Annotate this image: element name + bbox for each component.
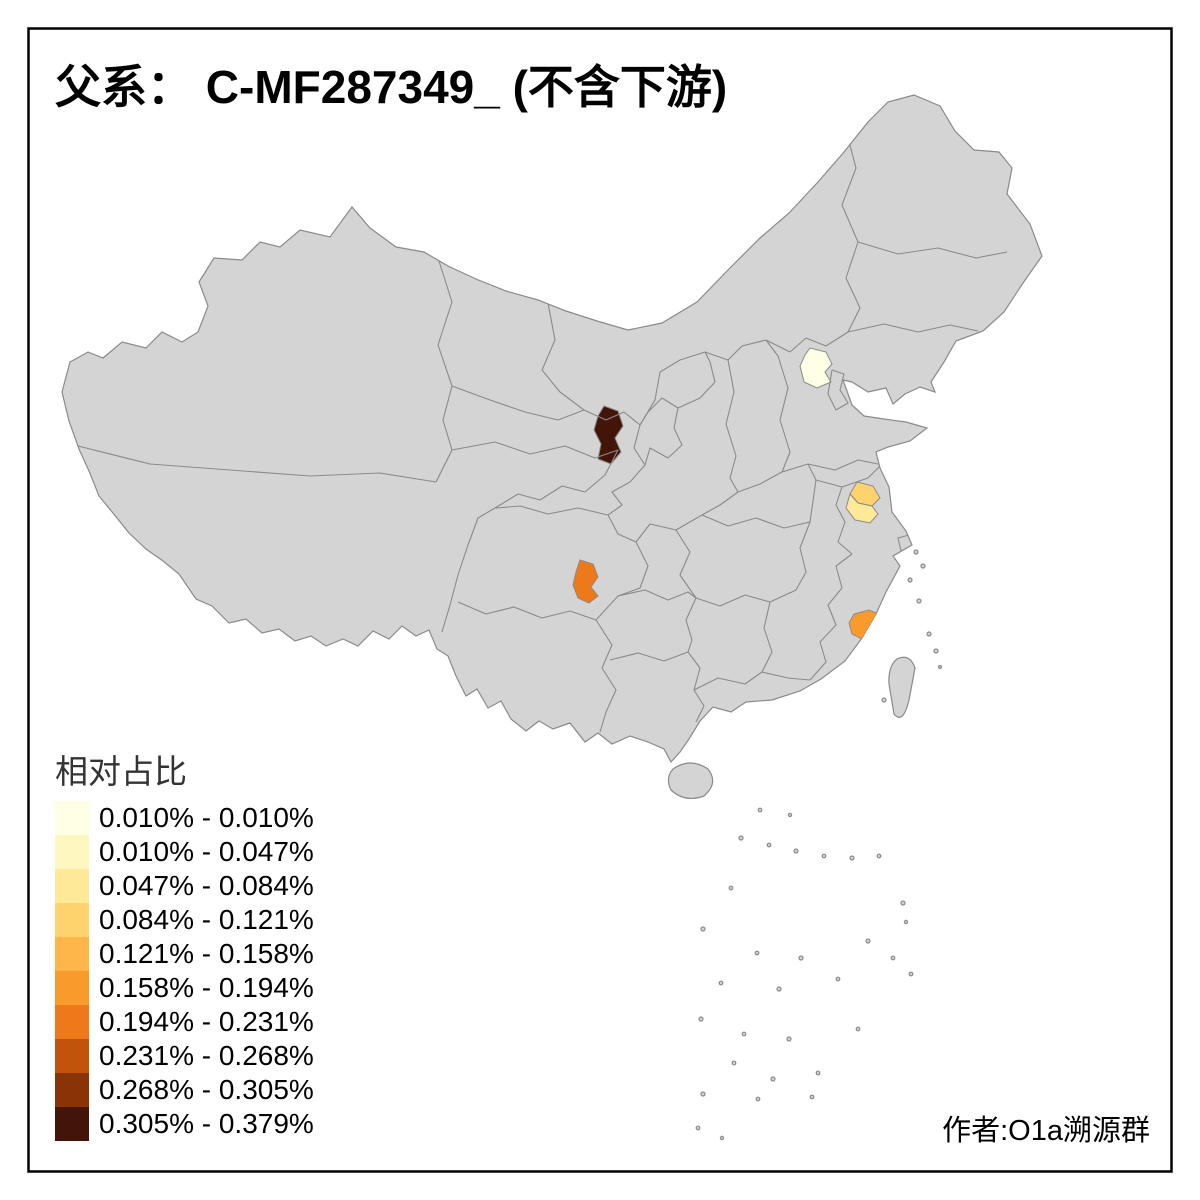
legend-label: 0.305% - 0.379% xyxy=(99,1108,314,1139)
legend-item: 0.194% - 0.231% xyxy=(55,1005,314,1039)
province-borders xyxy=(77,129,1008,733)
legend-item: 0.158% - 0.194% xyxy=(55,971,314,1005)
page-border xyxy=(27,27,1173,1173)
legend-item: 0.305% - 0.379% xyxy=(55,1107,314,1141)
legend-swatch xyxy=(55,937,89,971)
legend-item: 0.121% - 0.158% xyxy=(55,937,314,971)
attribution: 作者:O1a溯源群 xyxy=(942,1114,1150,1147)
taiwan-island xyxy=(888,656,916,718)
region-jiangsu-lower xyxy=(845,492,879,524)
legend-label: 0.010% - 0.010% xyxy=(99,802,314,833)
legend-swatch xyxy=(55,835,89,869)
map-title: 父系： C-MF287349_ (不含下游) xyxy=(55,61,727,113)
legend: 相对占比 0.010% - 0.010% 0.010% - 0.047% 0.0… xyxy=(55,753,314,1141)
legend-label: 0.121% - 0.158% xyxy=(99,938,314,969)
legend-swatch xyxy=(55,971,89,1005)
legend-item: 0.268% - 0.305% xyxy=(55,1073,314,1107)
legend-swatch xyxy=(55,1107,89,1141)
legend-swatch xyxy=(55,1073,89,1107)
legend-label: 0.194% - 0.231% xyxy=(99,1006,314,1037)
legend-item: 0.047% - 0.084% xyxy=(55,869,314,903)
legend-label: 0.231% - 0.268% xyxy=(99,1040,314,1071)
legend-title: 相对占比 xyxy=(55,753,187,790)
legend-swatch xyxy=(55,1039,89,1073)
legend-swatch xyxy=(55,801,89,835)
mainland-outline xyxy=(61,94,1043,764)
legend-item: 0.084% - 0.121% xyxy=(55,903,314,937)
region-sichuan-south xyxy=(572,559,599,604)
legend-item: 0.010% - 0.010% xyxy=(55,801,314,835)
legend-swatch xyxy=(55,903,89,937)
legend-label: 0.010% - 0.047% xyxy=(99,836,314,867)
legend-swatch xyxy=(55,1005,89,1039)
hainan-island xyxy=(667,762,714,800)
coastal-islands xyxy=(881,549,943,703)
land-shapes xyxy=(61,94,1043,1141)
legend-label: 0.158% - 0.194% xyxy=(99,972,314,1003)
south-china-sea-islands xyxy=(695,807,914,1141)
legend-item: 0.231% - 0.268% xyxy=(55,1039,314,1073)
region-beijing xyxy=(799,347,833,389)
legend-swatch xyxy=(55,869,89,903)
legend-label: 0.084% - 0.121% xyxy=(99,904,314,935)
legend-label: 0.047% - 0.084% xyxy=(99,870,314,901)
legend-label: 0.268% - 0.305% xyxy=(99,1074,314,1105)
legend-item: 0.010% - 0.047% xyxy=(55,835,314,869)
